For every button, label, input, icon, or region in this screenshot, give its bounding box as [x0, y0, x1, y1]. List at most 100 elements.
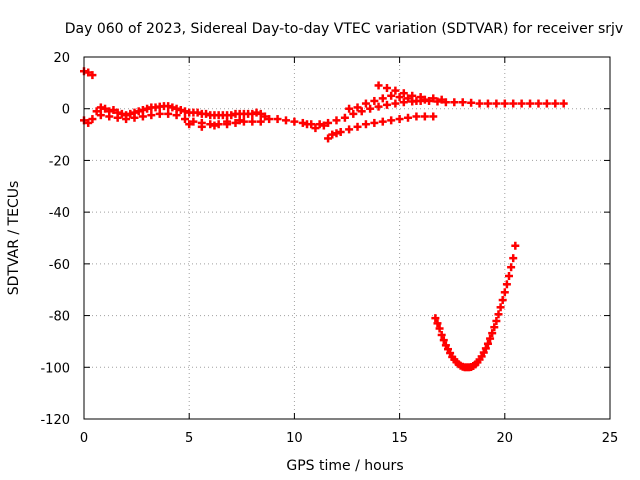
data-point — [435, 324, 444, 333]
data-point — [481, 344, 490, 353]
x-tick-label: 10 — [286, 431, 303, 446]
data-point — [345, 104, 354, 113]
data-point — [391, 99, 400, 108]
data-point — [374, 102, 383, 111]
data-point — [395, 115, 404, 124]
data-point — [248, 117, 257, 126]
data-point — [332, 116, 341, 125]
data-point — [113, 113, 122, 122]
y-axis-label: SDTVAR / TECUs — [6, 181, 22, 296]
data-point — [492, 317, 501, 326]
data-point — [441, 98, 450, 107]
data-point — [505, 272, 514, 281]
data-point — [281, 116, 290, 125]
data-point — [92, 107, 101, 116]
data-point — [467, 98, 476, 107]
data-point — [324, 134, 333, 143]
data-point — [340, 113, 349, 122]
data-point — [265, 115, 274, 124]
data-point — [382, 84, 391, 93]
data-point — [315, 120, 324, 129]
data-point — [500, 99, 509, 108]
data-point — [122, 115, 131, 124]
data-point — [189, 117, 198, 126]
data-point — [96, 111, 105, 120]
y-tick-label: -100 — [40, 361, 70, 376]
data-point — [298, 118, 307, 127]
data-point — [559, 99, 568, 108]
data-point — [498, 296, 507, 305]
data-point — [450, 98, 459, 107]
data-point — [109, 106, 118, 115]
y-tick-label: -80 — [49, 310, 70, 325]
data-point — [164, 109, 173, 118]
data-point — [425, 96, 434, 105]
data-point — [500, 288, 509, 297]
data-point — [143, 104, 152, 113]
x-axis-label: GPS time / hours — [286, 458, 403, 474]
grid — [84, 57, 610, 419]
data-point — [509, 254, 518, 263]
data-point — [214, 120, 223, 129]
data-point — [370, 118, 379, 127]
data-point — [408, 91, 417, 100]
data-point — [357, 107, 366, 116]
data-point — [332, 129, 341, 138]
data-point — [387, 91, 396, 100]
data-point — [492, 99, 501, 108]
data-point — [172, 111, 181, 120]
data-point — [475, 99, 484, 108]
data-point — [431, 314, 440, 323]
data-point — [256, 117, 265, 126]
data-point — [387, 116, 396, 125]
data-point — [88, 71, 97, 80]
data-point — [437, 95, 446, 104]
data-point — [534, 99, 543, 108]
data-point — [193, 108, 202, 117]
y-tick-label: -120 — [40, 413, 70, 428]
data-point — [361, 120, 370, 129]
data-point — [488, 329, 497, 338]
x-tick-label: 0 — [80, 431, 88, 446]
data-point — [412, 112, 421, 121]
data-point — [366, 104, 375, 113]
data-point — [502, 280, 511, 289]
data-point — [96, 103, 105, 112]
data-points — [80, 67, 568, 372]
data-point — [227, 111, 236, 120]
x-tick-label: 20 — [497, 431, 514, 446]
data-point — [517, 99, 526, 108]
data-point — [361, 99, 370, 108]
data-point — [429, 112, 438, 121]
data-point — [429, 94, 438, 103]
data-point — [399, 89, 408, 98]
y-tick-label: 0 — [62, 103, 70, 118]
data-point — [210, 121, 219, 130]
data-point — [176, 106, 185, 115]
data-point — [273, 115, 282, 124]
data-point — [490, 323, 499, 332]
data-point — [155, 109, 164, 118]
data-point — [336, 127, 345, 136]
data-point — [458, 98, 467, 107]
data-point — [168, 103, 177, 112]
y-tick-label: -40 — [49, 206, 70, 221]
data-point — [353, 103, 362, 112]
ticks: 0 5 10 15 20 25 20 0 -20 -40 -60 -80 -100 -120 — [40, 51, 618, 446]
data-point — [404, 94, 413, 103]
data-point — [101, 104, 110, 113]
data-point — [391, 86, 400, 95]
data-point — [105, 112, 114, 121]
data-point — [420, 112, 429, 121]
data-point — [180, 107, 189, 116]
data-point — [412, 96, 421, 105]
data-point — [511, 241, 520, 250]
data-point — [494, 310, 503, 319]
data-point — [439, 336, 448, 345]
data-point — [206, 120, 215, 129]
data-point — [164, 102, 173, 111]
chart-title: Day 060 of 2023, Sidereal Day-to-day VTE… — [65, 21, 623, 37]
data-point — [130, 113, 139, 122]
data-point — [126, 109, 135, 118]
data-point — [223, 117, 232, 126]
